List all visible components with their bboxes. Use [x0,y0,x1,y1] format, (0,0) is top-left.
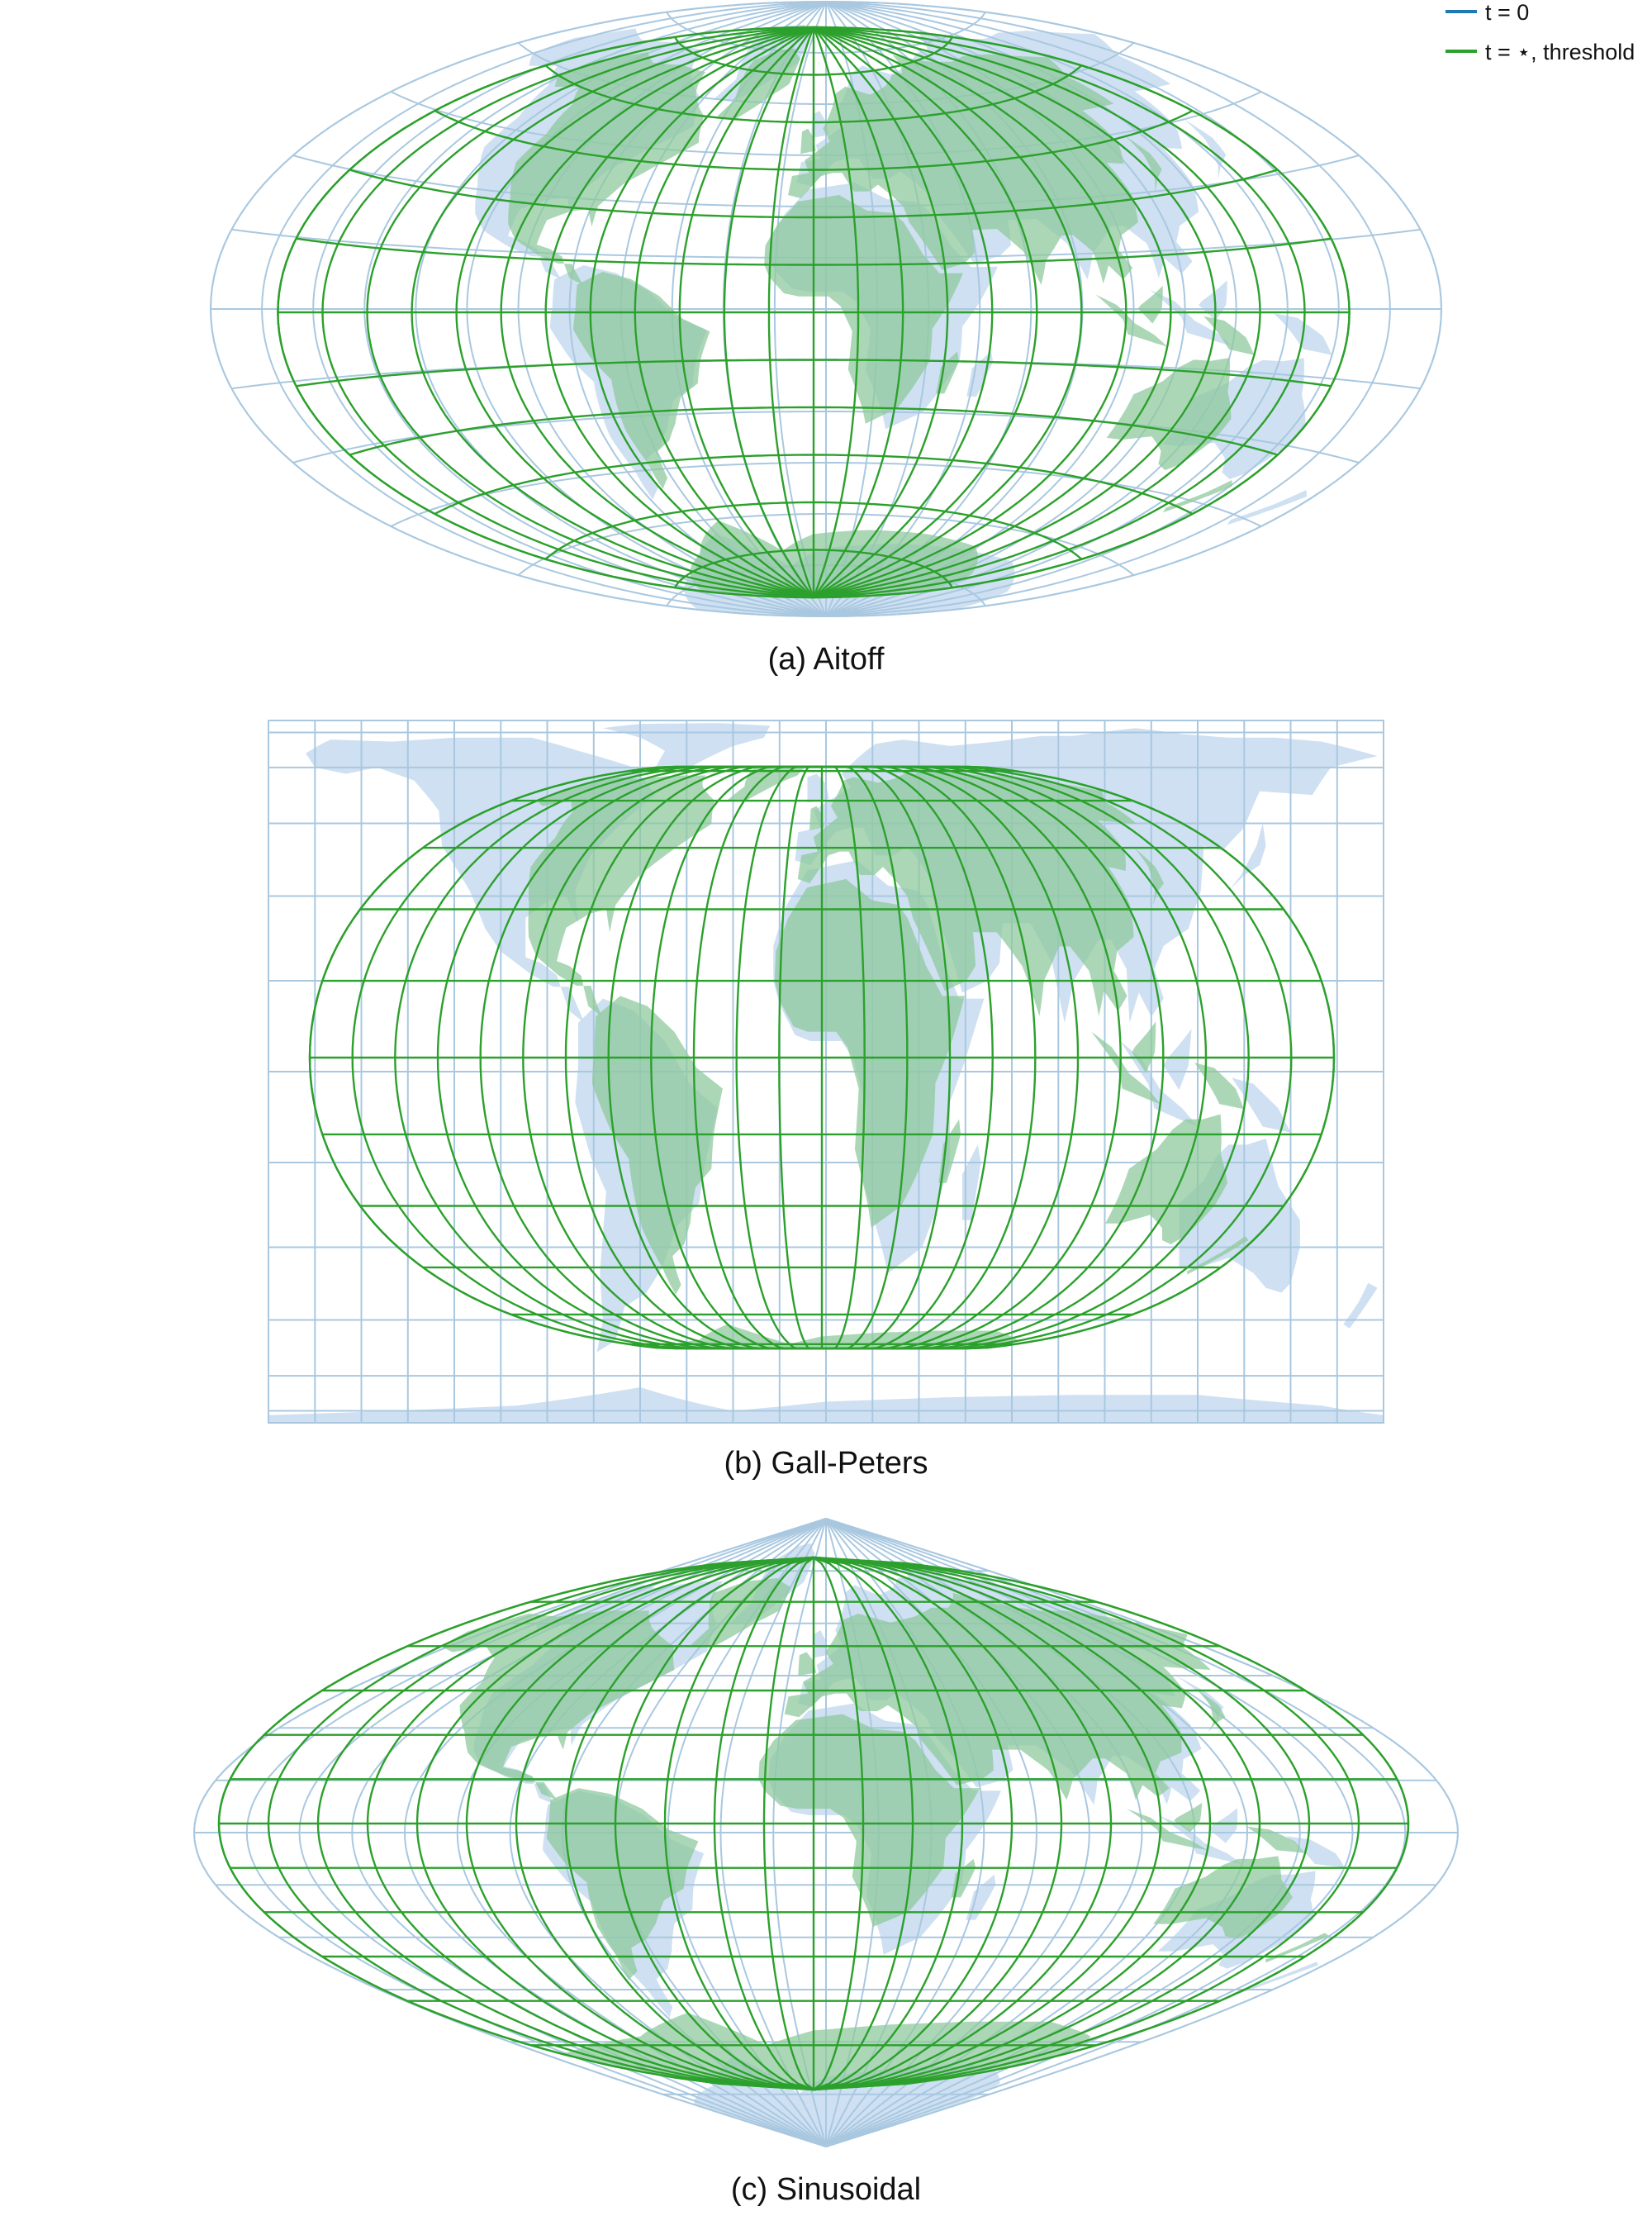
gall-peters-warped-north-america-shape [528,775,715,1016]
legend-label-threshold: t = ⋆, threshold [1485,40,1635,64]
map-panel-sinusoidal: (c) Sinusoidal [192,1517,1460,2207]
aitoff-base-layer [209,0,1443,618]
gall-peters-warped-eurasia-shape [797,767,1137,1016]
aitoff-base-frame-outline [209,0,1443,618]
map-panel-aitoff: (a) Aitoff [209,0,1443,677]
sinusoidal-base-new-zealand-shape [1230,1962,1319,1997]
gall-peters-warped-new-guinea-shape [1194,1063,1244,1110]
aitoff-base-borneo-shape [1199,280,1227,321]
aitoff-warped-parallel-line [434,109,1194,171]
aitoff-warped-parallel-line [674,36,953,76]
aitoff-warped-australia-shape [1106,358,1232,471]
gall-peters-warped-australia-shape [1105,1114,1227,1244]
sinusoidal-warped-australia-shape [1153,1856,1293,1939]
gall-peters-base-japan-shape [1228,823,1266,892]
gall-peters-base-frame-outline [268,720,1384,1424]
aitoff-base-new-zealand-shape [1227,490,1307,525]
aitoff-warped-parallel-line [296,359,1332,388]
gall-peters-warped-uk-shape [809,806,824,830]
gall-peters-warped-borneo-shape [1132,1021,1156,1073]
legend-label-t0: t = 0 [1485,0,1529,25]
aitoff-warped-parallel-line [544,64,1083,124]
legend: t = 0 t = ⋆, threshold [1446,0,1635,64]
sinusoidal-base-borneo-shape [1208,1808,1238,1843]
aitoff-warped-new-guinea-shape [1203,316,1255,355]
gall-peters-warped-indonesia-shape [1091,1031,1161,1105]
aitoff-warped-borneo-shape [1137,285,1163,324]
aitoff-warped-graticule [277,26,1351,599]
gall-peters-base-madagascar-shape [962,1144,981,1220]
sinusoidal-warped-indonesia-shape [1127,1809,1208,1851]
sinusoidal-warped-new-zealand-shape [1265,1933,1330,1963]
caption-sinusoidal: (c) Sinusoidal [731,2172,921,2207]
gall-peters-warped-graticule [308,765,1336,1350]
aitoff-warped-south-america-shape [572,271,710,489]
sinusoidal-warped-new-guinea-shape [1246,1826,1305,1853]
map-panel-gall-peters: (b) Gall-Peters [268,720,1384,1481]
aitoff-warped-parallel-line [349,169,1279,219]
gall-peters-base-new-zealand-shape [1343,1282,1378,1329]
sinusoidal-warped-japan-shape [1199,1691,1226,1733]
gall-peters-warped-layer [308,765,1336,1350]
sinusoidal-warped-eurasia-shape [784,1592,1211,1800]
aitoff-warped-japan-shape [1125,136,1162,193]
sinusoidal-base-new-guinea-shape [1285,1836,1345,1868]
aitoff-warped-eurasia-shape [788,54,1138,285]
gall-peters-base-north-america-shape [306,737,656,1023]
sinusoidal-warped-frame-outline [217,1556,1410,2091]
aitoff-warped-parallel-line [674,549,953,588]
gall-peters-warped-frame-outline [308,765,1336,1350]
aitoff-base-japan-shape [1184,119,1227,179]
sinusoidal-warped-layer [217,1556,1410,2091]
aitoff-warped-new-zealand-shape [1162,480,1232,513]
caption-gall-peters: (b) Gall-Peters [724,1446,928,1481]
aitoff-warped-parallel-line [434,454,1194,516]
gall-peters-base-borneo-shape [1163,1029,1192,1091]
aitoff-warped-uk-shape [800,128,816,155]
aitoff-warped-parallel-line [544,501,1083,560]
aitoff-warped-frame-outline [277,26,1351,599]
aitoff-warped-parallel-line [349,406,1279,456]
gall-peters-base-uk-shape [807,773,829,803]
aitoff-warped-parallel-line [296,237,1332,266]
aitoff-base-graticule [209,0,1443,618]
sinusoidal-base-indonesia-shape [1158,1814,1242,1864]
aitoff-base-uk-shape [810,111,828,139]
sinusoidal-warped-borneo-shape [1174,1803,1203,1833]
aitoff-base-australia-shape [1162,358,1306,479]
sinusoidal-base-frame-outline [192,1517,1460,2148]
gall-peters-warped-greenland-shape [727,767,808,801]
sinusoidal-base-japan-shape [1175,1676,1224,1725]
gall-peters-warped-new-zealand-shape [1186,1236,1249,1275]
aitoff-warped-indonesia-shape [1095,294,1168,347]
caption-aitoff: (a) Aitoff [768,642,885,677]
aitoff-warped-layer [277,26,1351,599]
sinusoidal-warped-graticule [217,1556,1410,2091]
sinusoidal-warped-greenland-shape [689,1578,791,1647]
sinusoidal-warped-uk-shape [798,1652,817,1676]
sinusoidal-base-uk-shape [812,1630,828,1658]
